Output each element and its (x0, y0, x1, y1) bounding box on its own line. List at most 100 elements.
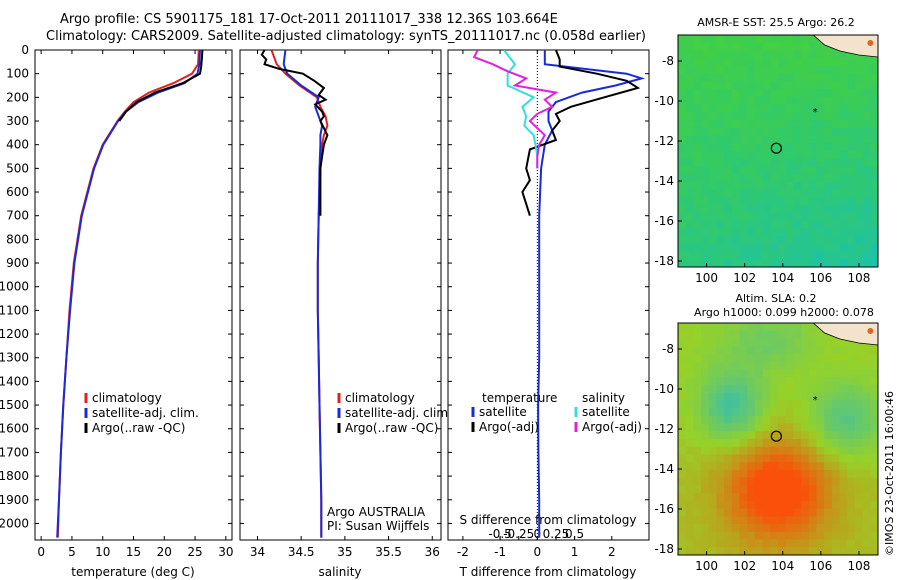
map-cell (770, 50, 779, 59)
map-cell (847, 400, 856, 409)
map-cell (793, 439, 802, 448)
map-cell (693, 516, 702, 525)
map-cell (770, 508, 779, 517)
map-cell (793, 259, 802, 267)
map-cell (793, 531, 802, 541)
differences-plot-area (472, 50, 646, 538)
map-cell (754, 500, 764, 510)
map-cell (754, 369, 764, 378)
map-cell (824, 477, 833, 486)
map-cell (801, 243, 810, 253)
map-cell (831, 143, 841, 152)
map-cell (808, 158, 818, 168)
map-cell (724, 205, 733, 214)
map-cell (824, 431, 833, 440)
map-cell (731, 205, 741, 214)
map-cell (708, 547, 718, 555)
map-cell (754, 524, 764, 533)
map-cell (724, 220, 733, 229)
map-cell (816, 228, 825, 237)
map-cell (862, 516, 871, 525)
map-cell (870, 236, 878, 245)
map-cell (678, 220, 687, 229)
map-cell (716, 174, 725, 183)
map-cell (801, 500, 810, 510)
map-cell (754, 228, 764, 237)
map-cell (770, 346, 779, 355)
map-cell (701, 408, 710, 417)
map-cell (739, 384, 748, 394)
map-cell (701, 127, 710, 137)
map-cell (685, 158, 694, 168)
map-cell (685, 212, 694, 222)
map-cell (678, 212, 687, 222)
map-cell (762, 400, 771, 409)
map-cell (701, 104, 710, 113)
map-cell (716, 400, 725, 409)
map-cell (693, 323, 702, 332)
map-cell (762, 369, 771, 378)
map-cell (731, 151, 741, 160)
map-cell (785, 547, 794, 555)
map-cell (778, 96, 787, 106)
map-cell (854, 104, 864, 113)
map-cell (770, 469, 779, 479)
map-cell (785, 251, 794, 260)
map-cell (847, 65, 856, 75)
map-cell (801, 508, 810, 517)
map-cell (785, 439, 794, 448)
map-cell (747, 547, 756, 555)
map-cell (847, 516, 856, 525)
map-cell (747, 50, 756, 59)
map-cell (724, 547, 733, 555)
map-cell (747, 377, 756, 386)
map-cell (770, 500, 779, 510)
map-cell (808, 500, 818, 510)
map-cell (824, 454, 833, 463)
map-cell (716, 477, 725, 486)
map-cell (778, 531, 787, 541)
map-cell (754, 531, 764, 541)
map-cell (701, 73, 710, 82)
map-cell (731, 143, 741, 152)
map-cell (793, 243, 802, 253)
map-cell (724, 181, 733, 191)
map-cell (701, 400, 710, 409)
map-cell (785, 431, 794, 440)
map-cell (762, 58, 771, 67)
map-cell (701, 228, 710, 237)
map-cell (770, 189, 779, 198)
map-cell (854, 89, 864, 98)
map-cell (693, 259, 702, 267)
map-cell (824, 259, 833, 267)
map-cell (762, 89, 771, 98)
map-cell (685, 50, 694, 59)
map-cell (824, 408, 833, 417)
map-cell (747, 166, 756, 175)
map-cell (793, 151, 802, 160)
map-cell (808, 251, 818, 260)
depth-tick-label: 200 (6, 90, 29, 104)
map-cell (870, 96, 878, 106)
map-cell (831, 65, 841, 75)
map-cell (778, 384, 787, 394)
map-cell (754, 181, 764, 191)
map-cell (678, 369, 687, 378)
map-cell (831, 181, 841, 191)
map-cell (747, 58, 756, 67)
map-cell (708, 469, 718, 479)
x-tick-label: 0 (534, 545, 542, 559)
map-cell (701, 174, 710, 183)
map-cell (854, 174, 864, 183)
map-cell (739, 346, 748, 355)
map-cell (770, 377, 779, 386)
map-cell (762, 423, 771, 432)
map-cell (793, 89, 802, 98)
map-cell (839, 73, 848, 82)
map-cell (808, 205, 818, 214)
map-cell (685, 228, 694, 237)
map-cell (716, 361, 725, 370)
map-cell (762, 35, 771, 44)
map-cell (762, 181, 771, 191)
map-cell (693, 243, 702, 253)
